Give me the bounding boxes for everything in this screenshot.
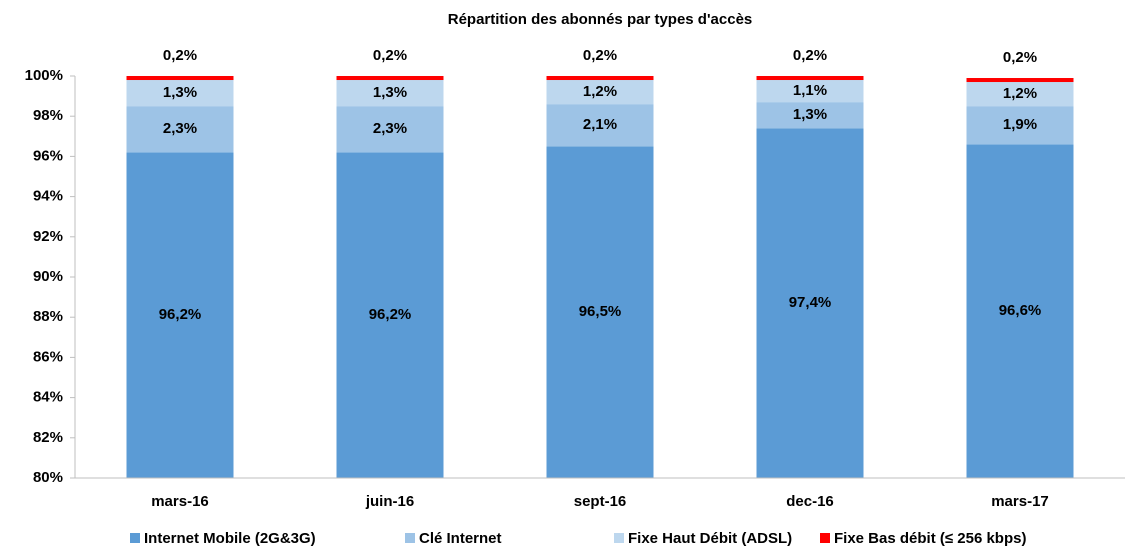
x-tick-label: mars-16 xyxy=(151,493,209,510)
bar-segment xyxy=(756,80,864,103)
legend-label: Internet Mobile (2G&3G) xyxy=(144,530,316,547)
bar-segment xyxy=(336,76,444,81)
data-label: 0,2% xyxy=(583,47,617,64)
y-tick-label: 96% xyxy=(33,147,63,164)
y-tick-label: 100% xyxy=(25,67,63,84)
y-tick-label: 88% xyxy=(33,308,63,325)
y-tick-label: 80% xyxy=(33,469,63,486)
bar-segment xyxy=(756,128,864,478)
data-label: 1,1% xyxy=(793,82,827,99)
bar-segment xyxy=(336,152,444,478)
bar-segment xyxy=(756,102,864,129)
legend-label: Clé Internet xyxy=(419,530,502,547)
x-tick-label: sept-16 xyxy=(574,493,627,510)
data-label: 1,3% xyxy=(373,84,407,101)
data-label: 1,2% xyxy=(583,83,617,100)
y-tick-label: 92% xyxy=(33,228,63,245)
data-label: 0,2% xyxy=(793,47,827,64)
data-label: 0,2% xyxy=(373,47,407,64)
bar-segment xyxy=(336,106,444,153)
bar-segment xyxy=(546,80,654,105)
legend-swatch xyxy=(614,533,624,543)
bar-segment xyxy=(126,76,234,81)
bar-segment xyxy=(546,146,654,478)
bar-segment xyxy=(546,104,654,147)
bar-segment xyxy=(336,80,444,107)
y-tick-label: 94% xyxy=(33,188,63,205)
y-tick-label: 84% xyxy=(33,389,63,406)
y-tick-label: 98% xyxy=(33,107,63,124)
data-label: 97,4% xyxy=(789,294,832,311)
bar-segment xyxy=(756,76,864,81)
data-label: 2,1% xyxy=(583,116,617,133)
data-label: 1,9% xyxy=(1003,116,1037,133)
data-label: 2,3% xyxy=(373,120,407,137)
bar-segment xyxy=(966,144,1074,478)
bar-segment xyxy=(966,78,1074,83)
legend-swatch xyxy=(405,533,415,543)
data-label: 96,2% xyxy=(369,306,412,323)
bar-segment xyxy=(966,106,1074,145)
bar-segment xyxy=(126,80,234,107)
legend-swatch xyxy=(820,533,830,543)
legend-swatch xyxy=(130,533,140,543)
x-tick-label: juin-16 xyxy=(365,493,414,510)
data-label: 96,5% xyxy=(579,303,622,320)
legend-label: Fixe Haut Débit (ADSL) xyxy=(628,530,792,547)
y-tick-label: 86% xyxy=(33,348,63,365)
x-tick-label: mars-17 xyxy=(991,493,1049,510)
data-label: 96,6% xyxy=(999,302,1042,319)
data-label: 1,2% xyxy=(1003,85,1037,102)
data-label: 0,2% xyxy=(1003,49,1037,66)
bar-segment xyxy=(126,152,234,478)
data-label: 96,2% xyxy=(159,306,202,323)
data-label: 2,3% xyxy=(163,120,197,137)
chart-title: Répartition des abonnés par types d'accè… xyxy=(448,11,753,28)
bar-segment xyxy=(546,76,654,81)
data-label: 1,3% xyxy=(793,106,827,123)
data-label: 1,3% xyxy=(163,84,197,101)
y-tick-label: 82% xyxy=(33,429,63,446)
bar-segment xyxy=(966,82,1074,107)
legend-label: Fixe Bas débit (≤ 256 kbps) xyxy=(834,530,1026,547)
x-tick-label: dec-16 xyxy=(786,493,834,510)
y-tick-label: 90% xyxy=(33,268,63,285)
bar-segment xyxy=(126,106,234,153)
data-label: 0,2% xyxy=(163,47,197,64)
